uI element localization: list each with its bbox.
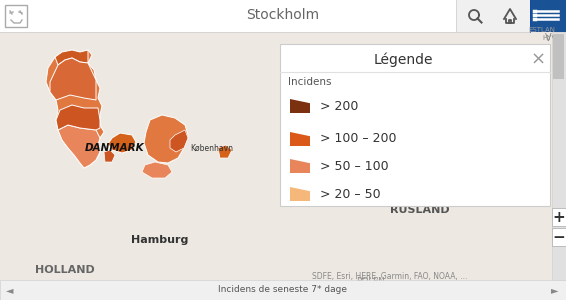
Text: Hamburg: Hamburg: [131, 235, 188, 245]
Polygon shape: [290, 99, 310, 113]
Polygon shape: [56, 105, 100, 130]
Text: > 200: > 200: [320, 100, 358, 112]
Text: ESTLAN: ESTLAN: [528, 27, 555, 33]
Polygon shape: [108, 133, 136, 153]
Text: BOLEN: BOLEN: [355, 278, 384, 286]
Text: ►: ►: [551, 285, 559, 295]
FancyBboxPatch shape: [553, 34, 564, 79]
FancyBboxPatch shape: [280, 44, 550, 206]
Text: København: København: [190, 143, 233, 152]
Text: > 20 – 50: > 20 – 50: [320, 188, 380, 200]
Polygon shape: [144, 115, 188, 163]
Text: > 100 – 200: > 100 – 200: [320, 133, 397, 146]
Text: Légende: Légende: [373, 53, 433, 67]
FancyBboxPatch shape: [552, 228, 566, 246]
FancyBboxPatch shape: [456, 0, 530, 32]
Text: > 50 – 100: > 50 – 100: [320, 160, 389, 172]
Text: HYV: HYV: [543, 35, 557, 41]
Text: +: +: [552, 209, 565, 224]
Text: −: −: [552, 230, 565, 244]
FancyBboxPatch shape: [5, 5, 27, 27]
Polygon shape: [142, 162, 172, 178]
Polygon shape: [290, 187, 310, 201]
Text: V: V: [544, 33, 551, 43]
Polygon shape: [50, 58, 96, 100]
FancyBboxPatch shape: [0, 0, 566, 32]
Text: Incidens: Incidens: [288, 77, 332, 87]
Text: SDFE, Esri, HERE, Garmin, FAO, NOAA, ...: SDFE, Esri, HERE, Garmin, FAO, NOAA, ...: [312, 272, 468, 280]
Text: HOLLAND: HOLLAND: [35, 265, 95, 275]
Text: RUSLAND: RUSLAND: [390, 205, 450, 215]
FancyBboxPatch shape: [0, 280, 566, 300]
Text: Stockholm: Stockholm: [246, 8, 320, 22]
Polygon shape: [104, 150, 115, 162]
Polygon shape: [290, 159, 310, 173]
FancyBboxPatch shape: [530, 0, 566, 32]
Polygon shape: [46, 50, 104, 168]
Polygon shape: [170, 130, 188, 152]
Polygon shape: [55, 50, 88, 65]
Polygon shape: [290, 132, 310, 146]
FancyBboxPatch shape: [552, 32, 566, 280]
Text: DANMARK: DANMARK: [85, 143, 145, 153]
Text: Incidens de seneste 7* dage: Incidens de seneste 7* dage: [218, 286, 348, 295]
Text: ◄: ◄: [6, 285, 14, 295]
Text: ×: ×: [530, 51, 546, 69]
Polygon shape: [218, 145, 232, 158]
FancyBboxPatch shape: [552, 208, 566, 226]
FancyBboxPatch shape: [0, 32, 552, 300]
Polygon shape: [58, 125, 100, 168]
